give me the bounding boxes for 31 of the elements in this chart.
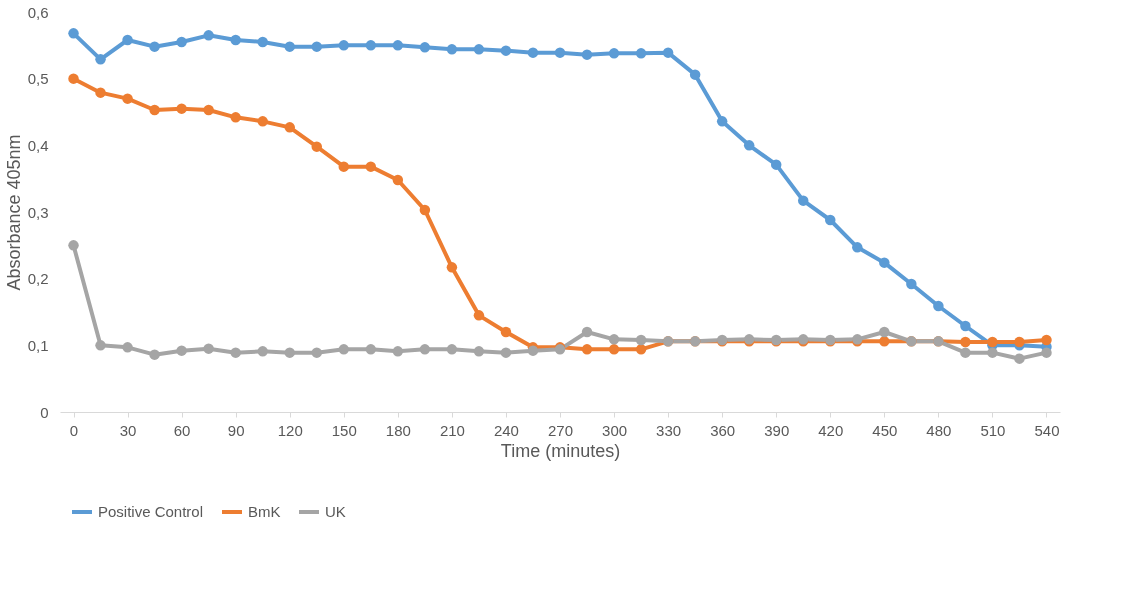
x-tick-label: 300 — [602, 421, 628, 439]
y-tick-label: 0,2 — [27, 270, 49, 288]
y-tick-label: 0,6 — [27, 3, 49, 21]
x-tick-label: 180 — [385, 421, 411, 439]
x-tick-label: 330 — [656, 421, 682, 439]
legend-label: Positive Control — [98, 503, 204, 520]
x-tick-label: 60 — [173, 421, 191, 439]
x-tick-label: 390 — [764, 421, 790, 439]
legend-label: UK — [325, 503, 346, 520]
x-tick-label: 270 — [547, 421, 574, 439]
x-tick-label: 450 — [872, 421, 898, 439]
y-axis-title: Absorbance 405nm — [3, 134, 24, 291]
x-tick-label: 420 — [818, 421, 844, 439]
x-tick-label: 240 — [493, 421, 519, 439]
legend-label: BmK — [248, 503, 281, 520]
x-tick-label: 540 — [1034, 421, 1060, 439]
x-tick-label: 150 — [331, 421, 357, 439]
x-axis-title: Time (minutes) — [500, 440, 621, 461]
x-tick-label: 210 — [439, 421, 465, 439]
x-tick-label: 510 — [980, 421, 1006, 439]
x-tick-label: 0 — [69, 421, 79, 439]
x-tick-label: 360 — [710, 421, 736, 439]
x-tick-label: 120 — [277, 421, 303, 439]
x-tick-label: 90 — [227, 421, 245, 439]
y-tick-label: 0,3 — [27, 203, 49, 221]
x-tick-label: 480 — [926, 421, 952, 439]
y-tick-label: 0,1 — [27, 336, 49, 354]
y-tick-label: 0,4 — [27, 136, 49, 154]
x-tick-label: 30 — [119, 421, 137, 439]
y-tick-label: 0 — [40, 403, 49, 421]
y-tick-label: 0,5 — [27, 70, 49, 88]
